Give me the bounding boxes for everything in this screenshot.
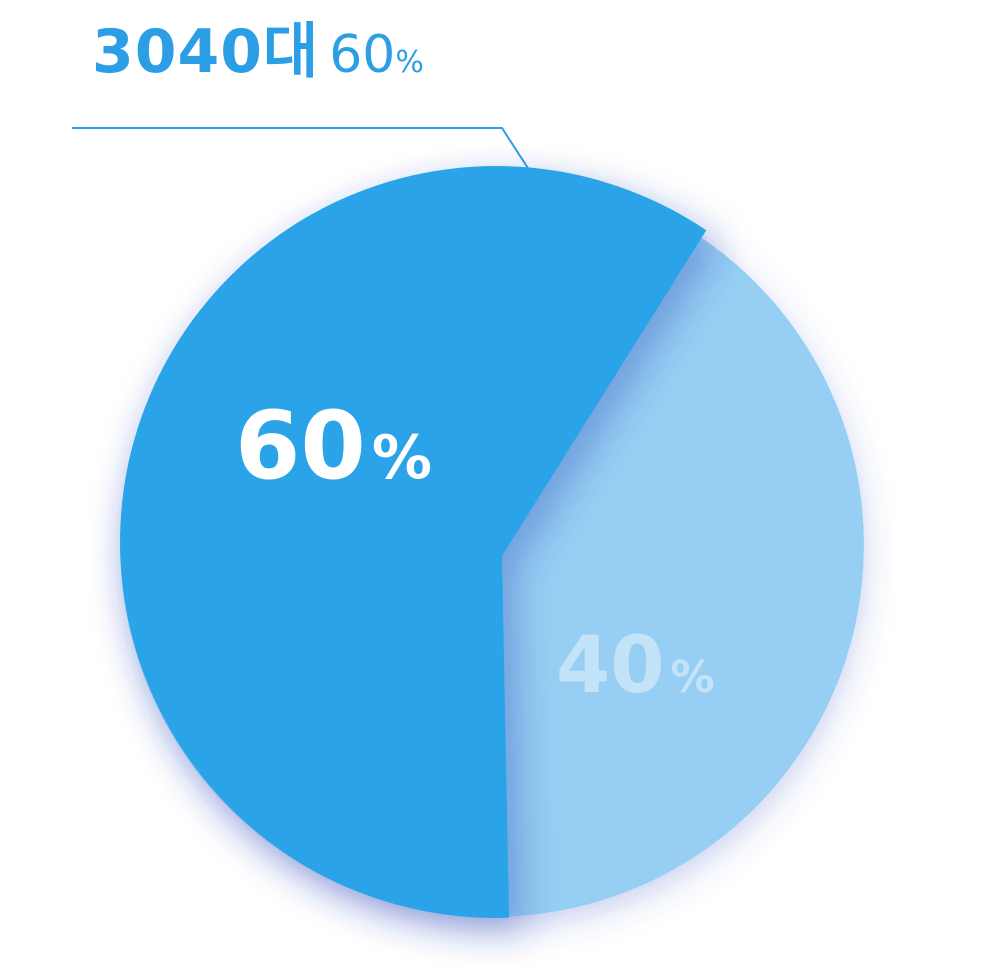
callout-value: 60 — [329, 25, 396, 85]
slice-value-primary: 60 — [235, 392, 366, 501]
slice-unit-secondary: % — [671, 652, 715, 703]
slice-label-primary: 60% — [235, 392, 432, 501]
slice-unit-primary: % — [372, 423, 432, 493]
callout-label: 3040대 60% — [92, 22, 424, 82]
pie-slice-primary — [120, 166, 707, 919]
slice-label-secondary: 40% — [556, 621, 715, 711]
callout-line — [72, 127, 534, 177]
slice-value-secondary: 40 — [556, 621, 665, 711]
callout-group: 3040대 — [92, 17, 320, 87]
callout-unit: % — [395, 45, 424, 80]
